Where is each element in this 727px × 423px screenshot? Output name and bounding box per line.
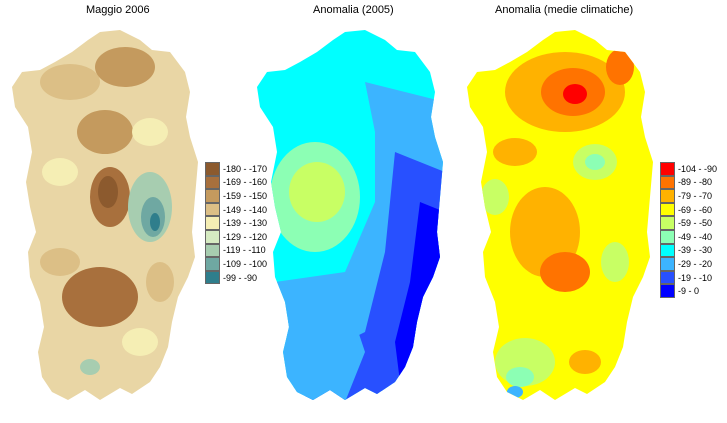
- legend-swatch: [660, 175, 675, 190]
- legend-label: -59 - -50: [678, 218, 713, 229]
- legend-label: -69 - -60: [678, 204, 713, 215]
- legend-label: -180 - -170: [223, 163, 268, 174]
- legend-entry: -89 - -80: [660, 175, 717, 190]
- legend-label: -159 - -150: [223, 190, 268, 201]
- legend-swatch: [660, 243, 675, 258]
- legend-entry: -180 - -170: [205, 162, 267, 176]
- legend-swatch: [205, 216, 220, 230]
- legend-entry: -109 - -100: [205, 257, 267, 271]
- legend-swatch: [205, 162, 220, 176]
- sardinia-map-anomaly-2005: [257, 30, 443, 400]
- legend-entry: -119 - -110: [205, 243, 267, 258]
- legend-swatch: [205, 229, 220, 244]
- legend-label: -9 - 0: [678, 286, 700, 297]
- legend-label: -119 - -110: [223, 245, 266, 256]
- sardinia-map-rainfall: [12, 30, 198, 400]
- legend-entry: -39 - -30: [660, 243, 717, 258]
- legend-entry: -59 - -50: [660, 216, 717, 230]
- panel-title-anomaly-2005: Anomalia (2005): [313, 4, 394, 16]
- legend-swatch: [660, 216, 675, 230]
- legend-entry: -99 - -90: [205, 270, 267, 285]
- legend-label: -29 - -20: [678, 258, 713, 269]
- legend-entry: -159 - -150: [205, 189, 267, 203]
- legend-label: -99 - -90: [223, 272, 258, 283]
- legend-swatch: [205, 270, 220, 285]
- legend-swatch: [205, 189, 220, 203]
- legend-swatch: [205, 257, 220, 271]
- legend-label: -19 - -10: [678, 272, 713, 283]
- legend-entry: -149 - -140: [205, 202, 268, 217]
- legend-label: -129 - -120: [223, 231, 268, 242]
- legend-entry: -69 - -60: [660, 202, 717, 217]
- legend-entry: -129 - -120: [205, 229, 268, 244]
- legend-swatch: [660, 257, 675, 271]
- legend-label: -104 - -90: [678, 163, 718, 174]
- legend-label: -39 - -30: [678, 245, 713, 256]
- legend-anomaly: -104 - -90 -89 - -80 -79 - -70 -69 - -60 -59…: [660, 162, 717, 298]
- legend-swatch: [205, 202, 220, 217]
- legend-label: -49 - -40: [678, 231, 713, 242]
- legend-entry: -79 - -70: [660, 189, 717, 203]
- legend-label: -89 - -80: [678, 177, 713, 188]
- legend-entry: -169 - -160: [205, 175, 268, 190]
- legend-label: -79 - -70: [678, 190, 713, 201]
- legend-swatch: [660, 202, 675, 217]
- legend-entry: -104 - -90: [660, 162, 717, 176]
- legend-swatch: [660, 284, 675, 298]
- legend-label: -109 - -100: [223, 258, 268, 269]
- legend-swatch: [660, 189, 675, 203]
- legend-entry: -29 - -20: [660, 257, 717, 271]
- legend-entry: -49 - -40: [660, 229, 717, 244]
- legend-swatch: [205, 243, 220, 258]
- legend-swatch: [205, 175, 220, 190]
- legend-entry: -19 - -10: [660, 270, 717, 285]
- panel-title-rainfall: Maggio 2006: [86, 4, 150, 16]
- legend-swatch: [660, 162, 675, 176]
- legend-swatch: [660, 229, 675, 244]
- sardinia-map-anomaly-climatic: [467, 30, 653, 400]
- legend-label: -139 - -130: [223, 218, 268, 229]
- legend-label: -149 - -140: [223, 204, 268, 215]
- legend-entry: -139 - -130: [205, 216, 267, 230]
- legend-label: -169 - -160: [223, 177, 268, 188]
- legend-rainfall: -180 - -170 -169 - -160 -159 - -150 -149 - …: [205, 162, 268, 285]
- legend-entry: -9 - 0: [660, 284, 717, 298]
- panel-title-anomaly-climatic: Anomalia (medie climatiche): [495, 4, 634, 16]
- legend-swatch: [660, 270, 675, 285]
